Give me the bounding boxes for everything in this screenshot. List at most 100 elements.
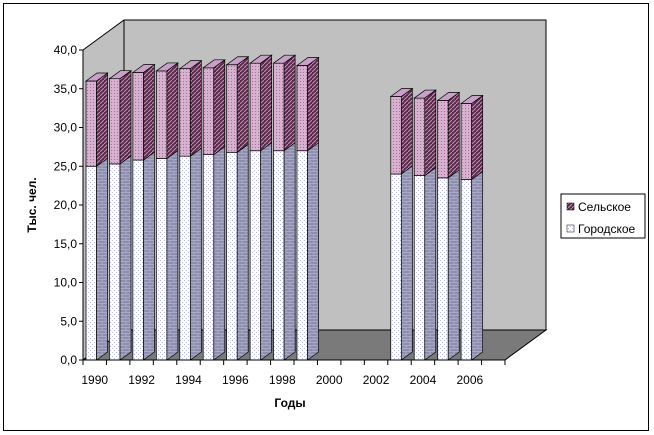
bar-rural-1997 (249, 62, 262, 152)
bar-2006 (460, 94, 484, 361)
bar-1991 (108, 69, 133, 361)
bar-urban-1998 (273, 150, 285, 361)
bar-urban-2005 (437, 177, 449, 361)
bar-urban-1994 (179, 155, 191, 361)
legend-label-urban: Городское (578, 222, 636, 236)
x-axis: 1990 1992 1994 1996 1998 2000 2002 2004 2006 (81, 359, 506, 387)
bar-rural-1994 (179, 68, 191, 157)
bar-1996 (225, 56, 250, 361)
bar-top-1997 (249, 54, 273, 64)
bar-1998 (272, 54, 297, 361)
y-tick-label: 0,0 (60, 353, 77, 367)
bar-rural-2004 (413, 97, 426, 176)
legend-swatch-rural (566, 202, 575, 211)
x-tick-label: 2000 (316, 373, 343, 387)
bar-1995 (202, 59, 226, 361)
bar-rural-1992 (132, 72, 144, 161)
y-tick-label: 25,0 (54, 159, 78, 173)
y-tick-label: 30,0 (54, 121, 78, 135)
y-axis-title: Тыс. чел. (25, 177, 39, 232)
legend: Сельское Городское (560, 193, 646, 239)
y-tick-label: 15,0 (54, 237, 78, 251)
y-tick-label: 40,0 (54, 43, 78, 57)
bar-urban-1991 (109, 163, 121, 361)
bar-urban-side-1992 (143, 151, 155, 361)
bar-rural-side-1991 (119, 69, 132, 165)
bar-urban-1997 (249, 150, 262, 361)
bar-top-1999 (295, 57, 320, 66)
y-tick-label: 35,0 (54, 82, 78, 96)
bar-urban-side-1991 (119, 155, 132, 361)
bar-top-1991 (108, 70, 133, 80)
bar-urban-side-2005 (447, 169, 460, 361)
plot-area (81, 19, 548, 361)
bar-top-2005 (436, 92, 461, 101)
bar-urban-1993 (155, 158, 168, 361)
bar-rural-1999 (296, 65, 308, 152)
bar-urban-1996 (226, 151, 238, 361)
bar-top-2006 (460, 95, 484, 104)
bar-urban-side-2006 (471, 170, 484, 361)
x-tick-label: 2004 (410, 373, 437, 387)
bar-1994 (178, 59, 203, 361)
bar-urban-side-2004 (424, 166, 437, 361)
bar-urban-side-1996 (236, 143, 249, 361)
bar-1997 (249, 54, 273, 361)
x-tick-label: 2002 (363, 373, 390, 387)
bar-rural-side-1993 (166, 62, 179, 160)
bar-top-1993 (155, 62, 179, 72)
bar-rural-side-1994 (189, 59, 202, 157)
x-tick-label: 1996 (222, 373, 249, 387)
bar-rural-2005 (437, 100, 449, 179)
bar-rural-side-1990 (96, 72, 108, 167)
bar-top-1995 (202, 59, 226, 69)
bar-urban-1999 (296, 150, 308, 361)
bar-urban-side-2003 (400, 165, 413, 361)
bar-rural-1993 (155, 70, 168, 159)
bar-rural-1991 (109, 78, 121, 165)
bar-top-2003 (389, 88, 414, 97)
bar-2005 (436, 91, 461, 361)
bar-rural-side-2004 (424, 89, 437, 177)
bar-urban-2006 (460, 179, 473, 361)
x-tick-label: 2006 (456, 373, 483, 387)
bar-urban-1990 (85, 165, 97, 361)
bar-urban-side-1993 (166, 149, 179, 361)
bar-rural-side-1998 (283, 54, 296, 152)
bar-2004 (413, 89, 437, 361)
bar-rural-1998 (273, 62, 285, 152)
x-axis-title: Годы (274, 396, 305, 410)
x-tick-label: 1990 (81, 373, 108, 387)
bar-rural-2003 (390, 96, 402, 175)
y-axis: 0,0 5,0 10,0 15,0 20,0 25,0 30,0 35,0 40,0 (54, 43, 84, 367)
bar-rural-1995 (202, 67, 215, 155)
bar-rural-side-1997 (260, 54, 273, 152)
bar-rural-1990 (85, 80, 97, 167)
bar-rural-side-1996 (236, 56, 249, 153)
x-tick-label: 1992 (128, 373, 155, 387)
bar-urban-side-1995 (213, 145, 226, 361)
bar-urban-side-1994 (189, 147, 202, 361)
y-tick-label: 5,0 (60, 314, 77, 328)
bar-urban-side-1990 (96, 157, 108, 361)
bar-rural-side-1999 (307, 56, 319, 152)
bar-rural-2006 (460, 103, 473, 180)
x-tick-label: 1994 (175, 373, 202, 387)
bar-1999 (295, 56, 320, 361)
bar-rural-side-1992 (143, 63, 155, 161)
bar-urban-side-1998 (283, 142, 296, 361)
bar-rural-side-2005 (447, 91, 460, 179)
bar-urban-2003 (390, 173, 402, 361)
x-tick-label: 1998 (269, 373, 296, 387)
bar-urban-1995 (202, 154, 215, 361)
bar-urban-1992 (132, 159, 144, 361)
bar-urban-2004 (413, 175, 426, 361)
legend-label-rural: Сельское (578, 200, 631, 214)
y-tick-label: 20,0 (54, 198, 78, 212)
bar-top-1990 (84, 72, 109, 82)
bar-1993 (155, 62, 179, 361)
y-tick-label: 10,0 (54, 276, 78, 290)
bar-top-1996 (225, 56, 250, 66)
bar-rural-side-1995 (213, 59, 226, 156)
